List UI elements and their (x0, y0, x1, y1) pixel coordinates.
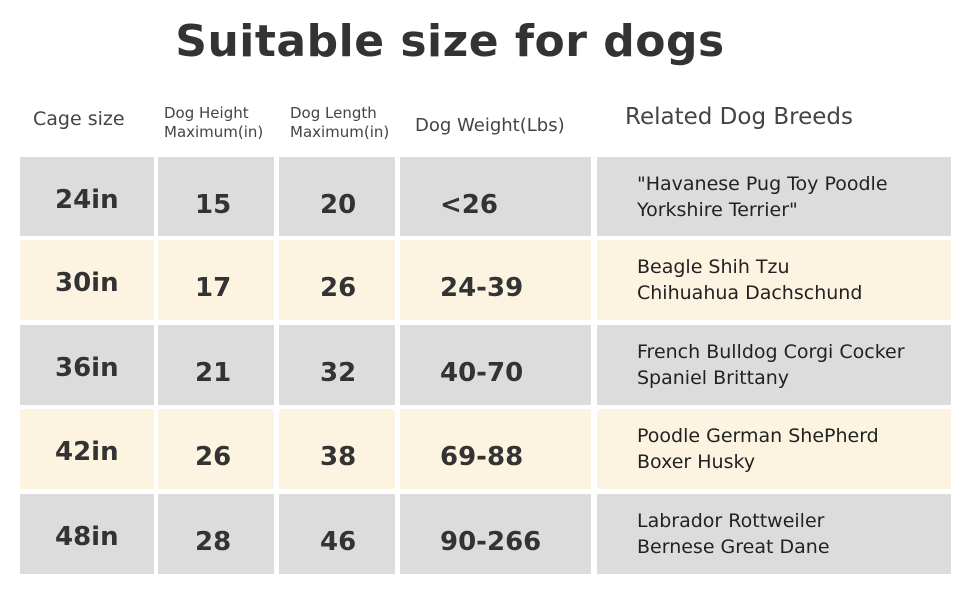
breeds-line: Boxer Husky (637, 451, 756, 473)
breeds-cell: Poodle German ShePherd Boxer Husky (597, 409, 951, 489)
header-dog-length-line1: Dog Length (290, 104, 377, 122)
cage-size-cell: 36in (20, 325, 154, 405)
height-cell: 15 (158, 157, 274, 236)
length-cell: 46 (279, 494, 395, 574)
table-row: 24in 15 20 <26 "Havanese Pug Toy Poodle … (0, 157, 970, 236)
breeds-text: Labrador Rottweiler Bernese Great Dane (637, 508, 830, 560)
header-dog-length-line2: Maximum(in) (290, 123, 390, 141)
cage-size-value: 42in (55, 437, 119, 467)
table-row: 30in 17 26 24-39 Beagle Shih Tzu Chihuah… (0, 240, 970, 320)
height-value: 21 (195, 358, 232, 388)
table-row: 48in 28 46 90-266 Labrador Rottweiler Be… (0, 494, 970, 574)
length-value: 38 (320, 442, 357, 472)
weight-value: 90-266 (440, 527, 542, 557)
table-row: 42in 26 38 69-88 Poodle German ShePherd … (0, 409, 970, 489)
breeds-line: Poodle German ShePherd (637, 425, 879, 447)
weight-cell: 40-70 (400, 325, 591, 405)
breeds-line: Beagle Shih Tzu (637, 256, 790, 278)
breeds-line: Yorkshire Terrier" (637, 199, 798, 221)
weight-value: <26 (440, 190, 498, 220)
breeds-line: Spaniel Brittany (637, 367, 790, 389)
breeds-cell: "Havanese Pug Toy Poodle Yorkshire Terri… (597, 157, 951, 236)
breeds-line: Labrador Rottweiler (637, 510, 825, 532)
breeds-line: Chihuahua Dachschund (637, 282, 863, 304)
header-dog-length: Dog Length Maximum(in) (290, 104, 389, 142)
height-value: 17 (195, 273, 232, 303)
length-cell: 20 (279, 157, 395, 236)
header-dog-height-line1: Dog Height (164, 104, 249, 122)
breeds-line: "Havanese Pug Toy Poodle (637, 173, 888, 195)
cage-size-value: 24in (55, 185, 119, 215)
height-cell: 21 (158, 325, 274, 405)
height-value: 15 (195, 190, 232, 220)
breeds-line: Bernese Great Dane (637, 536, 830, 558)
breeds-line: French Bulldog Corgi Cocker (637, 341, 905, 363)
weight-cell: 24-39 (400, 240, 591, 320)
cage-size-value: 30in (55, 268, 119, 298)
cage-size-cell: 42in (20, 409, 154, 489)
cage-size-cell: 24in (20, 157, 154, 236)
breeds-cell: Beagle Shih Tzu Chihuahua Dachschund (597, 240, 951, 320)
cage-size-cell: 48in (20, 494, 154, 574)
height-value: 28 (195, 527, 232, 557)
header-dog-height: Dog Height Maximum(in) (164, 104, 263, 142)
cage-size-value: 48in (55, 522, 119, 552)
header-dog-weight: Dog Weight(Lbs) (415, 115, 565, 136)
breeds-cell: Labrador Rottweiler Bernese Great Dane (597, 494, 951, 574)
page-title: Suitable size for dogs (175, 16, 725, 67)
weight-cell: <26 (400, 157, 591, 236)
header-related-breeds: Related Dog Breeds (625, 104, 853, 130)
weight-cell: 90-266 (400, 494, 591, 574)
breeds-cell: French Bulldog Corgi Cocker Spaniel Brit… (597, 325, 951, 405)
breeds-text: Poodle German ShePherd Boxer Husky (637, 423, 879, 475)
length-cell: 26 (279, 240, 395, 320)
weight-value: 40-70 (440, 358, 524, 388)
cage-size-cell: 30in (20, 240, 154, 320)
header-dog-height-line2: Maximum(in) (164, 123, 264, 141)
height-value: 26 (195, 442, 232, 472)
weight-value: 24-39 (440, 273, 524, 303)
length-value: 32 (320, 358, 357, 388)
weight-value: 69-88 (440, 442, 524, 472)
breeds-text: Beagle Shih Tzu Chihuahua Dachschund (637, 254, 862, 306)
height-cell: 26 (158, 409, 274, 489)
length-cell: 38 (279, 409, 395, 489)
length-value: 26 (320, 273, 357, 303)
cage-size-value: 36in (55, 353, 119, 383)
breeds-text: French Bulldog Corgi Cocker Spaniel Brit… (637, 339, 905, 391)
length-cell: 32 (279, 325, 395, 405)
table-row: 36in 21 32 40-70 French Bulldog Corgi Co… (0, 325, 970, 405)
height-cell: 28 (158, 494, 274, 574)
length-value: 46 (320, 527, 357, 557)
weight-cell: 69-88 (400, 409, 591, 489)
breeds-text: "Havanese Pug Toy Poodle Yorkshire Terri… (637, 171, 888, 223)
header-cage-size: Cage size (33, 108, 125, 130)
length-value: 20 (320, 190, 357, 220)
height-cell: 17 (158, 240, 274, 320)
